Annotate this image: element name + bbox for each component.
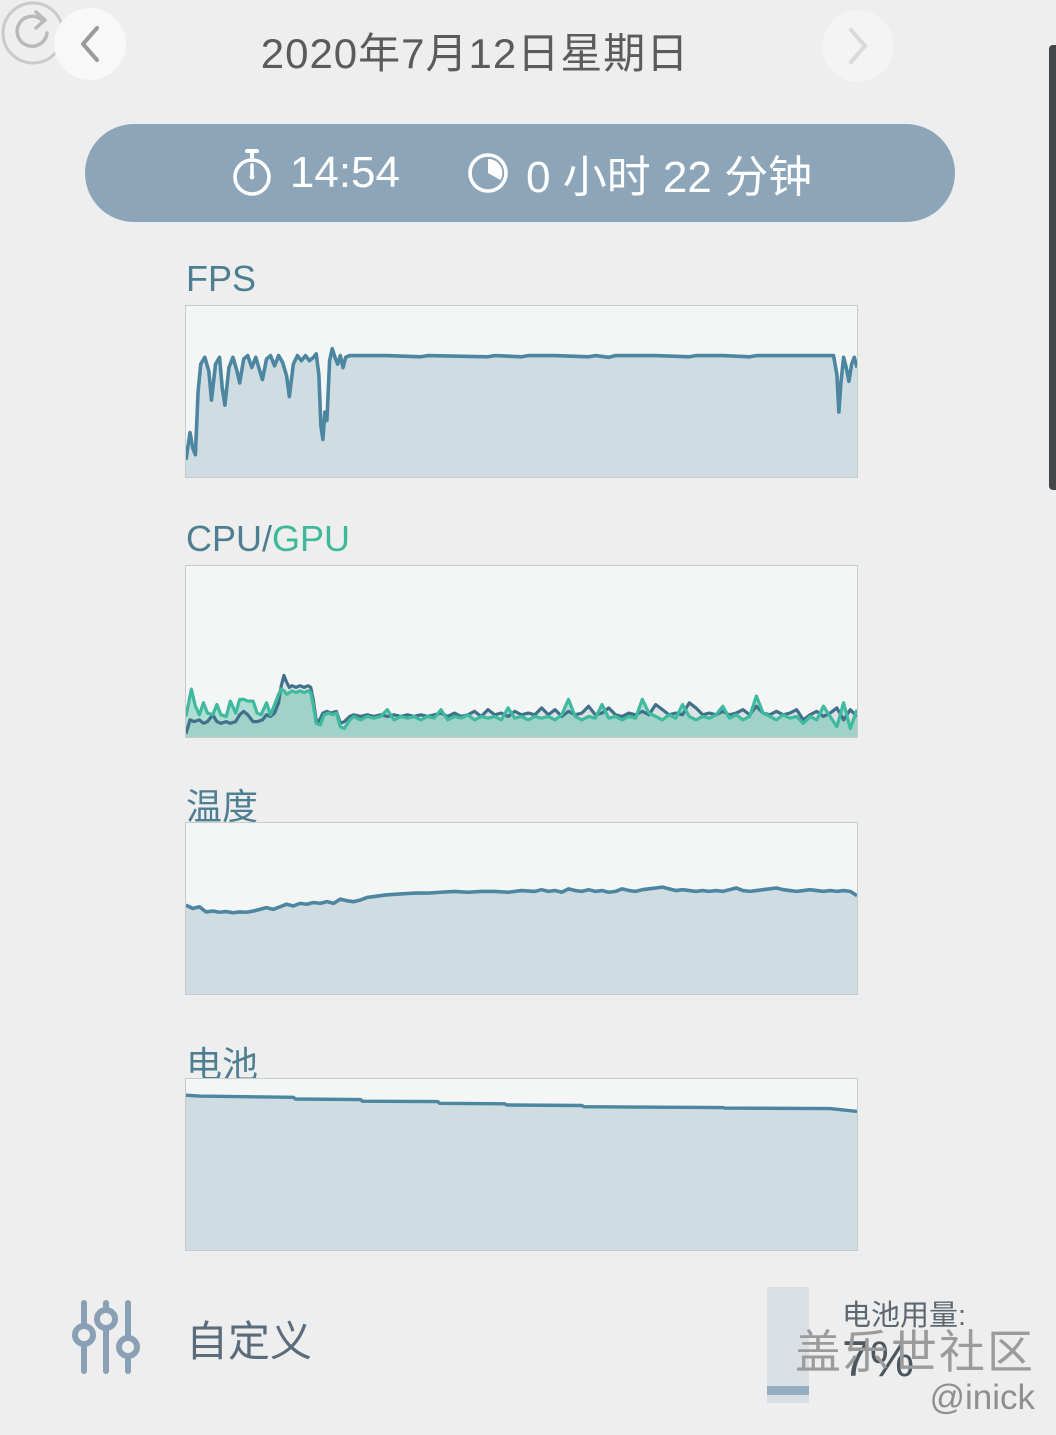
cpu-gpu-chart bbox=[185, 565, 858, 738]
clock-pie-icon bbox=[468, 153, 508, 193]
fps-chart-title-text: FPS bbox=[186, 258, 257, 299]
customize-button[interactable]: 自定义 bbox=[70, 1295, 312, 1381]
cpu-gpu-chart-title: CPU/GPU bbox=[186, 518, 350, 560]
battery-usage-label: 电池用量: bbox=[842, 1300, 967, 1332]
fps-chart-title: FPS bbox=[186, 258, 256, 300]
fps-chart bbox=[185, 305, 858, 478]
battery-gauge bbox=[767, 1287, 809, 1403]
temperature-chart bbox=[185, 822, 858, 995]
watermark-community: 盖乐世社区 bbox=[795, 1326, 1035, 1378]
sliders-icon bbox=[72, 1300, 140, 1374]
temperature-title-text: 温度 bbox=[186, 786, 259, 827]
cpu-title-text: CPU bbox=[186, 518, 263, 559]
watermark-username: @inick bbox=[929, 1378, 1035, 1417]
chevron-left-icon bbox=[81, 26, 99, 62]
battery-usage-value: 7% bbox=[842, 1331, 915, 1387]
gpu-title-text: GPU bbox=[272, 518, 351, 559]
scrollbar-thumb[interactable] bbox=[1049, 45, 1056, 490]
session-start-time: 14:54 bbox=[228, 147, 400, 199]
cpu-gpu-separator: / bbox=[262, 518, 273, 559]
session-time-value: 14:54 bbox=[289, 148, 400, 197]
chevron-right-icon bbox=[849, 28, 867, 64]
previous-day-button[interactable] bbox=[54, 8, 126, 80]
battery-gauge-fill bbox=[767, 1386, 809, 1395]
session-summary-pill: 14:54 0 小时 22 分钟 bbox=[85, 124, 955, 222]
next-day-button[interactable] bbox=[822, 10, 894, 82]
session-duration-value: 0 小时 22 分钟 bbox=[526, 153, 813, 202]
temperature-chart-title: 温度 bbox=[186, 778, 258, 830]
customize-label: 自定义 bbox=[186, 1317, 313, 1365]
stopwatch-icon bbox=[233, 149, 271, 196]
page-title: 2020年7月12日星期日 bbox=[260, 30, 690, 77]
session-duration: 0 小时 22 分钟 bbox=[464, 141, 812, 205]
battery-chart bbox=[185, 1078, 858, 1251]
